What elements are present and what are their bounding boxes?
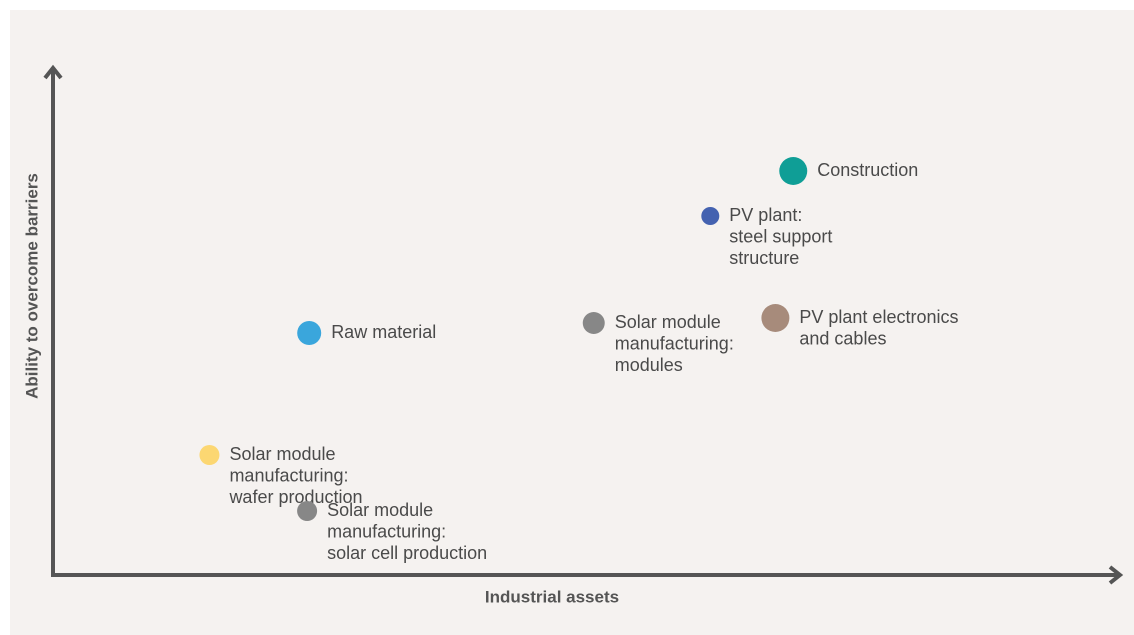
background xyxy=(10,10,1134,635)
point-label: manufacturing: xyxy=(327,521,446,541)
point-label: structure xyxy=(729,248,799,268)
point xyxy=(701,207,720,225)
point-label: Solar module xyxy=(615,312,721,332)
point-label: wafer production xyxy=(228,487,362,507)
point-label: PV plant: xyxy=(729,205,802,225)
point-label: Solar module xyxy=(229,444,335,464)
point-label: manufacturing: xyxy=(229,465,348,485)
point xyxy=(297,501,318,521)
point-label: PV plant electronics xyxy=(799,307,958,327)
x-axis-label: Industrial assets xyxy=(485,587,619,606)
y-arrow xyxy=(43,64,63,80)
point xyxy=(779,157,808,185)
point-label: Construction xyxy=(817,160,918,180)
point xyxy=(582,312,605,334)
point-label: Raw material xyxy=(331,322,436,342)
axis-lines xyxy=(51,70,1118,577)
point-label: manufacturing: xyxy=(615,333,734,353)
y-axis-label: Ability to overcome barriers xyxy=(22,173,41,399)
point-label: and cables xyxy=(799,328,886,348)
point xyxy=(297,321,322,345)
point xyxy=(199,445,220,465)
axes xyxy=(43,64,1124,585)
point-label: steel support xyxy=(729,226,832,246)
point-label: modules xyxy=(615,355,683,375)
point xyxy=(761,304,790,332)
point-label: Solar module xyxy=(327,500,433,520)
x-arrow xyxy=(1108,565,1124,585)
point-label: solar cell production xyxy=(327,543,487,563)
